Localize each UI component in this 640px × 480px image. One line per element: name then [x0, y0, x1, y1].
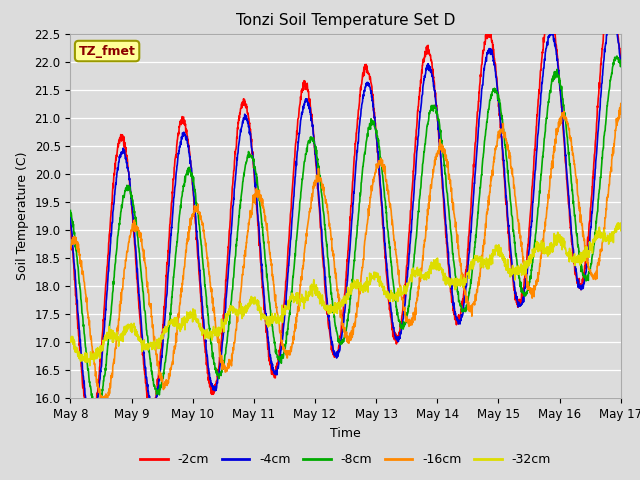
Y-axis label: Soil Temperature (C): Soil Temperature (C): [16, 152, 29, 280]
Text: TZ_fmet: TZ_fmet: [79, 45, 136, 58]
Title: Tonzi Soil Temperature Set D: Tonzi Soil Temperature Set D: [236, 13, 455, 28]
X-axis label: Time: Time: [330, 427, 361, 440]
Legend: -2cm, -4cm, -8cm, -16cm, -32cm: -2cm, -4cm, -8cm, -16cm, -32cm: [135, 448, 556, 471]
